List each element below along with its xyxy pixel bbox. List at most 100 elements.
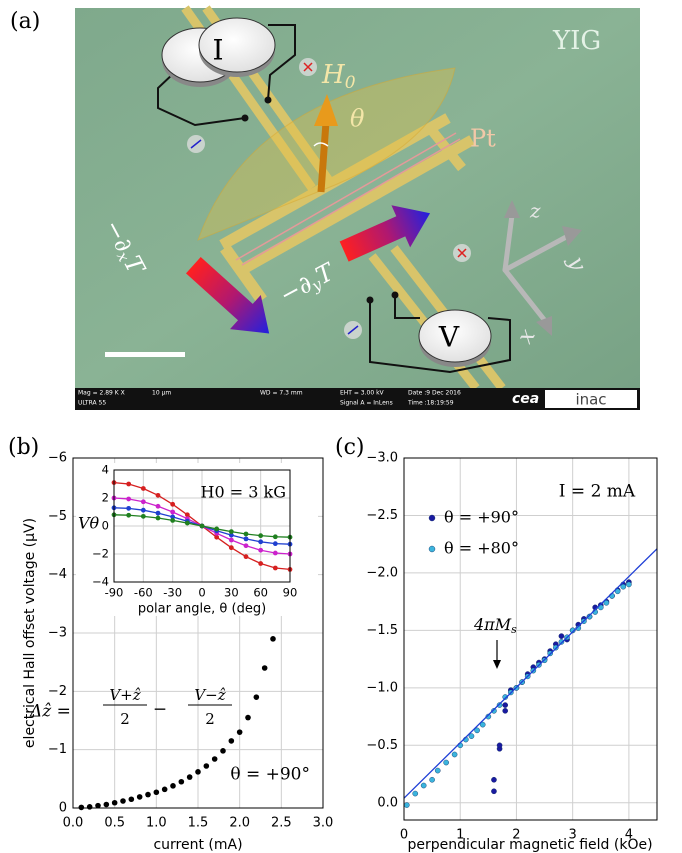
field-label: H0 bbox=[321, 60, 356, 93]
legend-label: θ = +90° bbox=[444, 508, 519, 527]
data-point bbox=[120, 798, 126, 804]
panel-label: (c) bbox=[335, 435, 365, 460]
data-point bbox=[199, 523, 205, 529]
sem-info: 10 μm bbox=[152, 390, 171, 397]
y-tick-label: 4 bbox=[102, 463, 109, 477]
panel-label: (b) bbox=[8, 435, 39, 460]
sem-info: Signal A = InLens bbox=[340, 400, 393, 407]
legend-marker bbox=[428, 545, 436, 553]
formula-text: 2 bbox=[205, 710, 215, 728]
data-point bbox=[184, 520, 190, 526]
annotation: 4πMs bbox=[473, 615, 517, 637]
data-point bbox=[214, 526, 220, 532]
y-tick-label: −3 bbox=[48, 626, 67, 641]
data-point bbox=[474, 727, 480, 734]
data-point bbox=[126, 481, 132, 487]
y-tick-label: 0.0 bbox=[377, 795, 398, 810]
legend-marker bbox=[428, 514, 436, 522]
data-point bbox=[170, 501, 176, 507]
legend-label: θ = +80° bbox=[444, 539, 519, 558]
data-point bbox=[236, 729, 243, 735]
data-point bbox=[451, 751, 458, 758]
x-tick-label: 1.5 bbox=[188, 816, 209, 831]
data-point bbox=[111, 799, 118, 806]
formula-text: V−ẑ bbox=[194, 686, 225, 704]
data-point bbox=[272, 565, 278, 571]
y-tick-label: 2 bbox=[102, 491, 109, 505]
annotation-subscript: s bbox=[511, 623, 517, 636]
plot-frame bbox=[403, 457, 658, 821]
angle-label: θ bbox=[350, 105, 365, 133]
x-tick-label: -60 bbox=[134, 586, 153, 600]
data-point bbox=[614, 588, 621, 595]
sem-info: WD = 7.3 mm bbox=[260, 390, 303, 397]
data-point bbox=[272, 534, 278, 540]
data-point bbox=[243, 531, 249, 537]
x-axis-label: current (mA) bbox=[153, 837, 242, 853]
data-point bbox=[161, 786, 168, 793]
data-point bbox=[195, 769, 201, 775]
inset-background bbox=[76, 463, 318, 616]
electrode-label: Pt bbox=[470, 125, 496, 153]
x-tick-label: 0.0 bbox=[63, 816, 84, 831]
logo: inac bbox=[575, 391, 606, 409]
data-point bbox=[558, 639, 565, 645]
sem-image bbox=[75, 5, 640, 410]
sem-info: Time :18:19:59 bbox=[407, 400, 454, 407]
data-point bbox=[155, 510, 161, 516]
x-tick-label: -30 bbox=[163, 586, 182, 600]
data-point bbox=[95, 802, 101, 809]
x-tick-label: 30 bbox=[224, 586, 239, 600]
data-point bbox=[86, 804, 93, 810]
annotation: θ = +90° bbox=[230, 765, 310, 785]
data-point bbox=[140, 513, 146, 519]
data-point bbox=[272, 550, 278, 556]
y-tick-label: −4 bbox=[92, 575, 109, 589]
sem-info: EHT = 3.00 kV bbox=[340, 390, 385, 397]
data-point bbox=[186, 774, 193, 780]
y-tick-label: −2 bbox=[48, 684, 67, 699]
x-tick-label: 3.0 bbox=[313, 816, 334, 831]
data-point bbox=[496, 742, 503, 749]
data-point bbox=[184, 512, 190, 518]
data-point bbox=[214, 534, 220, 540]
x-tick-label: -90 bbox=[105, 586, 124, 600]
data-point bbox=[491, 708, 497, 714]
y-tick-label: 0 bbox=[102, 519, 109, 533]
data-point bbox=[228, 529, 234, 534]
voltmeter-label: V bbox=[438, 321, 460, 354]
logo: cea bbox=[512, 391, 539, 407]
x-axis-label: perpendicular magnetic field (kOe) bbox=[407, 837, 652, 853]
data-point bbox=[261, 665, 268, 671]
y-tick-label: −1.0 bbox=[366, 680, 398, 695]
data-point bbox=[103, 801, 110, 808]
data-point bbox=[491, 788, 497, 795]
data-point bbox=[228, 545, 234, 551]
formula-text: Δẑ = bbox=[29, 702, 71, 722]
y-tick-label: −1 bbox=[48, 742, 67, 757]
sem-info: ULTRA 55 bbox=[78, 400, 106, 407]
data-point bbox=[258, 539, 264, 545]
material-label: YIG bbox=[552, 26, 601, 56]
data-point bbox=[253, 694, 260, 700]
data-point bbox=[245, 714, 251, 721]
sem-info: Date :9 Dec 2016 bbox=[408, 390, 461, 397]
data-point bbox=[443, 759, 449, 766]
x-tick-label: 0 bbox=[198, 586, 205, 600]
y-tick-label: −0.5 bbox=[366, 738, 398, 753]
x-tick-label: 60 bbox=[253, 586, 268, 600]
data-point bbox=[78, 804, 85, 811]
data-point bbox=[258, 561, 264, 566]
x-tick-label: 4 bbox=[625, 828, 633, 843]
formula-text: V+ẑ bbox=[109, 686, 140, 704]
data-point bbox=[558, 633, 565, 639]
y-tick-label: −2 bbox=[92, 547, 109, 561]
data-point bbox=[603, 600, 610, 606]
data-point bbox=[155, 503, 161, 509]
panel-label: (a) bbox=[10, 9, 40, 34]
data-point bbox=[243, 536, 249, 542]
data-point bbox=[243, 554, 249, 560]
x-tick-label: 3 bbox=[569, 828, 577, 843]
y-axis-label: Vθ bbox=[78, 514, 100, 533]
